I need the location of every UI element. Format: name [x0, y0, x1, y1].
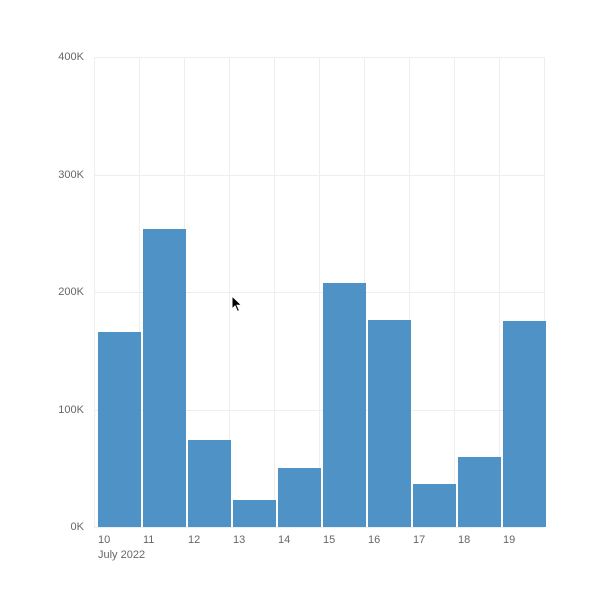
bar-18[interactable]: [458, 456, 501, 527]
vertical-gridline: [229, 57, 230, 527]
x-axis-period-label: July 2022: [98, 549, 146, 561]
bar-17[interactable]: [413, 483, 456, 527]
x-tick-label: 19: [503, 534, 516, 546]
vertical-gridline: [409, 57, 410, 527]
bar-10[interactable]: [98, 331, 141, 527]
horizontal-gridline: [94, 527, 544, 528]
y-tick-label: 300K: [58, 168, 84, 181]
x-tick-label: 11: [143, 534, 155, 546]
y-tick-label: 100K: [58, 403, 84, 416]
vertical-gridline: [544, 57, 545, 527]
bar-13[interactable]: [233, 499, 276, 527]
y-tick-label: 400K: [58, 51, 84, 63]
vertical-gridline: [319, 57, 320, 527]
vertical-gridline: [274, 57, 275, 527]
vertical-gridline: [454, 57, 455, 527]
x-tick-label: 18: [458, 534, 471, 546]
y-tick-label: 200K: [58, 286, 84, 298]
x-tick-label: 17: [413, 534, 426, 546]
x-tick-label: 12: [188, 534, 201, 546]
mouse-cursor-icon: [231, 295, 243, 313]
x-tick-label: 15: [323, 534, 336, 546]
bar-14[interactable]: [278, 468, 321, 527]
vertical-gridline: [499, 57, 500, 527]
bar-16[interactable]: [368, 320, 411, 527]
bar-12[interactable]: [188, 440, 231, 527]
x-tick-label: 14: [278, 534, 291, 546]
x-tick-label: 10: [98, 534, 111, 546]
vertical-gridline: [139, 57, 140, 527]
x-tick-label: 13: [233, 534, 246, 546]
bar-15[interactable]: [323, 282, 366, 527]
x-tick-label: 16: [368, 534, 381, 546]
bar-11[interactable]: [143, 228, 186, 527]
vertical-gridline: [94, 57, 95, 527]
y-tick-label: 0K: [70, 521, 84, 533]
bar-19[interactable]: [503, 321, 546, 527]
